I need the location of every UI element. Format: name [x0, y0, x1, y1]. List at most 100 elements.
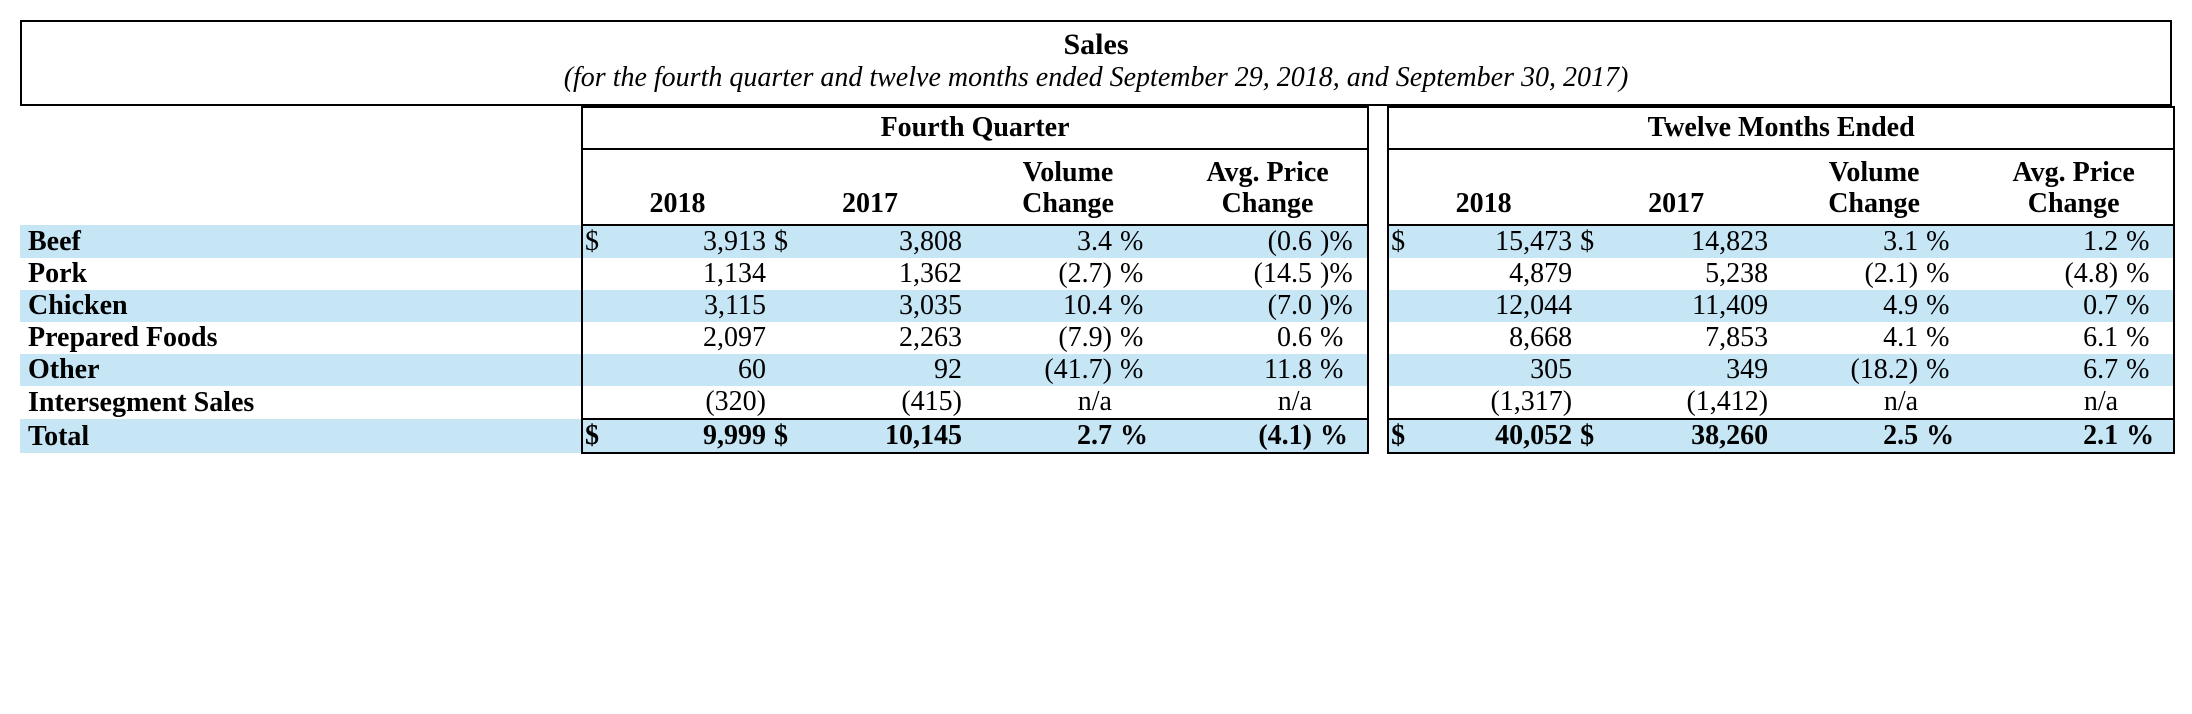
cell-tm-price: 2.1 — [1974, 419, 2124, 453]
cell-tm-2017: 38,260 — [1608, 419, 1774, 453]
percent-symbol: % — [1318, 322, 1368, 354]
currency-symbol — [772, 354, 802, 386]
table-subtitle: (for the fourth quarter and twelve month… — [22, 62, 2170, 94]
table-row: Other6092(41.7)%11.8 %305349(18.2)%6.7 % — [20, 354, 2174, 386]
col-header-tm-2018: 2018 — [1388, 149, 1578, 225]
cell-q4-price: (14.5 — [1168, 258, 1318, 290]
cell-q4-vol: (2.7) — [968, 258, 1118, 290]
cell-q4-vol: n/a — [968, 386, 1118, 419]
percent-symbol: % — [1118, 225, 1168, 258]
cell-q4-price: 0.6 — [1168, 322, 1318, 354]
gap — [1368, 258, 1388, 290]
cell-q4-price: 11.8 — [1168, 354, 1318, 386]
percent-symbol: % — [1118, 258, 1168, 290]
cell-q4-2017: 10,145 — [802, 419, 968, 453]
currency-symbol — [582, 322, 606, 354]
col-header-q4-2018: 2018 — [582, 149, 772, 225]
currency-symbol — [772, 258, 802, 290]
percent-symbol: )% — [1318, 225, 1368, 258]
col-header-q4-2017: 2017 — [772, 149, 968, 225]
percent-symbol: % — [1924, 419, 1974, 453]
cell-tm-2017: 5,238 — [1608, 258, 1774, 290]
currency-symbol — [582, 354, 606, 386]
cell-q4-vol: 10.4 — [968, 290, 1118, 322]
cell-q4-vol: 3.4 — [968, 225, 1118, 258]
cell-q4-2017: 3,808 — [802, 225, 968, 258]
cell-tm-vol: 4.9 — [1774, 290, 1924, 322]
cell-q4-2018: 3,115 — [606, 290, 772, 322]
currency-symbol — [1388, 290, 1412, 322]
cell-tm-2017: (1,412) — [1608, 386, 1774, 419]
currency-symbol — [1388, 322, 1412, 354]
cell-tm-vol: n/a — [1774, 386, 1924, 419]
cell-tm-2017: 14,823 — [1608, 225, 1774, 258]
cell-q4-2018: (320) — [606, 386, 772, 419]
col-header-q4-price: Avg. PriceChange — [1168, 149, 1368, 225]
currency-symbol — [1578, 258, 1608, 290]
table-row: Pork1,1341,362(2.7)%(14.5)%4,8795,238(2.… — [20, 258, 2174, 290]
percent-symbol: % — [2124, 258, 2174, 290]
cell-tm-2018: 12,044 — [1412, 290, 1578, 322]
percent-symbol — [2124, 386, 2174, 419]
percent-symbol: % — [1924, 322, 1974, 354]
currency-symbol — [772, 322, 802, 354]
cell-q4-price: n/a — [1168, 386, 1318, 419]
title-cell: Sales (for the fourth quarter and twelve… — [21, 21, 2171, 105]
percent-symbol: % — [2124, 322, 2174, 354]
currency-symbol — [1388, 258, 1412, 290]
percent-symbol: % — [1924, 258, 1974, 290]
gap — [1368, 290, 1388, 322]
row-label: Beef — [20, 225, 582, 258]
currency-symbol — [1578, 386, 1608, 419]
currency-symbol: $ — [582, 419, 606, 453]
cell-tm-vol: 3.1 — [1774, 225, 1924, 258]
currency-symbol — [1578, 354, 1608, 386]
col-header-q4-vol: VolumeChange — [968, 149, 1168, 225]
currency-symbol — [1578, 290, 1608, 322]
table-row: Beef$3,913$3,8083.4 %(0.6)%$15,473$14,82… — [20, 225, 2174, 258]
row-label: Intersegment Sales — [20, 386, 582, 419]
percent-symbol: % — [1118, 419, 1168, 453]
percent-symbol: % — [1118, 322, 1168, 354]
cell-q4-vol: 2.7 — [968, 419, 1118, 453]
percent-symbol: % — [2124, 290, 2174, 322]
currency-symbol — [1388, 386, 1412, 419]
cell-tm-2017: 7,853 — [1608, 322, 1774, 354]
cell-q4-2017: 3,035 — [802, 290, 968, 322]
currency-symbol — [582, 290, 606, 322]
cell-q4-price: (4.1) — [1168, 419, 1318, 453]
percent-symbol: % — [1924, 290, 1974, 322]
percent-symbol: % — [1924, 225, 1974, 258]
currency-symbol: $ — [1388, 225, 1412, 258]
gap — [1368, 322, 1388, 354]
cell-q4-price: (7.0 — [1168, 290, 1318, 322]
cell-q4-2018: 9,999 — [606, 419, 772, 453]
column-header-row: 2018 2017 VolumeChange Avg. PriceChange … — [20, 149, 2174, 225]
currency-symbol — [582, 258, 606, 290]
currency-symbol: $ — [582, 225, 606, 258]
cell-tm-price: 1.2 — [1974, 225, 2124, 258]
cell-q4-vol: (41.7) — [968, 354, 1118, 386]
currency-symbol — [772, 386, 802, 419]
percent-symbol: % — [2124, 225, 2174, 258]
percent-symbol: % — [1118, 354, 1168, 386]
cell-tm-2018: 8,668 — [1412, 322, 1578, 354]
percent-symbol: % — [1924, 354, 1974, 386]
percent-symbol: % — [1318, 419, 1368, 453]
row-label: Chicken — [20, 290, 582, 322]
table-row-total: Total$9,999$10,1452.7 %(4.1)%$40,052$38,… — [20, 419, 2174, 453]
cell-q4-2018: 3,913 — [606, 225, 772, 258]
cell-q4-2017: 2,263 — [802, 322, 968, 354]
col-header-tm-2017: 2017 — [1578, 149, 1774, 225]
table-title: Sales — [22, 28, 2170, 62]
gap — [1368, 386, 1388, 419]
cell-tm-2017: 11,409 — [1608, 290, 1774, 322]
cell-tm-price: n/a — [1974, 386, 2124, 419]
percent-symbol — [1118, 386, 1168, 419]
cell-tm-vol: 4.1 — [1774, 322, 1924, 354]
percent-symbol: % — [2124, 354, 2174, 386]
title-table: Sales (for the fourth quarter and twelve… — [20, 20, 2172, 106]
cell-tm-2018: 15,473 — [1412, 225, 1578, 258]
cell-q4-price: (0.6 — [1168, 225, 1318, 258]
currency-symbol — [772, 290, 802, 322]
